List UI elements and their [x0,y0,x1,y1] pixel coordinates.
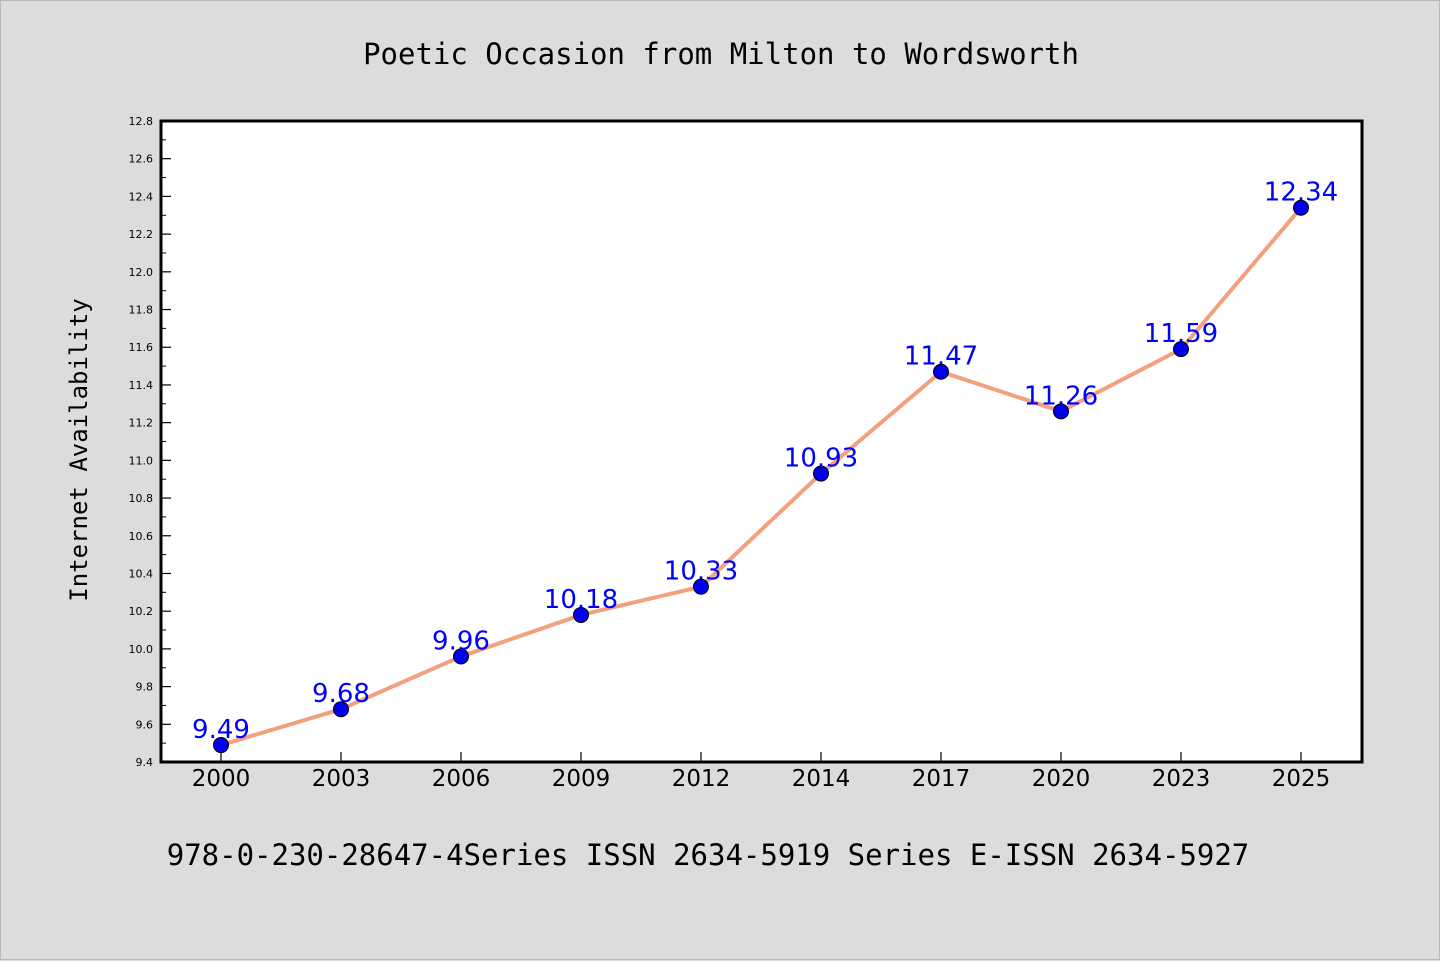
data-point-marker [1173,341,1189,358]
data-point-marker [1053,403,1069,420]
y-tick-label: 11.8 [129,304,154,317]
series-line [219,205,1303,748]
y-tick-label: 12.8 [129,115,154,128]
x-tick-label: 2000 [192,766,251,792]
y-tick-label: 10.0 [129,643,154,656]
y-tick-label: 10.8 [129,492,154,505]
series-line-group [219,205,1303,748]
data-point-marker [573,606,589,623]
plot-area [159,119,1364,764]
x-tick-label: 2017 [912,766,971,792]
chart-title: Poetic Occasion from Milton to Wordswort… [363,37,1079,71]
y-tick-label: 12.2 [129,228,154,241]
y-tick-label: 10.4 [129,567,154,580]
x-tick-label: 2020 [1032,766,1091,792]
x-tick-label: 2009 [552,766,611,792]
y-tick-label: 12.4 [129,190,154,203]
x-tick-label: 2012 [672,766,731,792]
y-axis-label: Internet Availability [65,298,93,601]
data-point-marker [693,578,709,595]
x-tick-label: 2003 [312,766,371,792]
footer-isbn-text: 978-0-230-28647-4Series ISSN 2634-5919 S… [167,838,1250,872]
data-point-marker [333,701,349,718]
y-tick-label: 11.6 [129,341,154,354]
data-point-marker [453,648,469,665]
y-tick-label: 9.4 [136,756,154,769]
data-point-marker [933,363,949,380]
data-labels: 9.499.689.9610.1810.3310.9311.4711.2611.… [192,178,1338,745]
y-tick-label: 11.2 [129,417,154,430]
data-point-marker [1293,199,1309,216]
data-markers [213,199,1309,754]
data-point-marker [813,465,829,482]
y-tick-label: 12.6 [129,153,154,166]
x-axis-ticks: 2000 2003 2006 2009 2012 2014 2017 2020 2023 2025 [192,752,1331,792]
y-axis-ticks: 9.4 9.6 9.8 10.0 10.2 10.4 10.6 10.8 11.0 11.2 11.… [129,115,171,769]
data-point-marker [213,737,229,754]
y-tick-label: 9.6 [136,718,154,731]
y-tick-label: 9.8 [136,681,154,694]
y-tick-label: 11.4 [129,379,154,392]
y-tick-label: 10.2 [129,605,154,618]
x-tick-label: 2025 [1272,766,1331,792]
y-tick-label: 11.0 [129,454,154,467]
y-tick-label: 10.6 [129,530,154,543]
x-tick-label: 2006 [432,766,491,792]
y-tick-label: 12.0 [129,266,154,279]
x-tick-label: 2014 [792,766,851,792]
x-tick-label: 2023 [1152,766,1211,792]
